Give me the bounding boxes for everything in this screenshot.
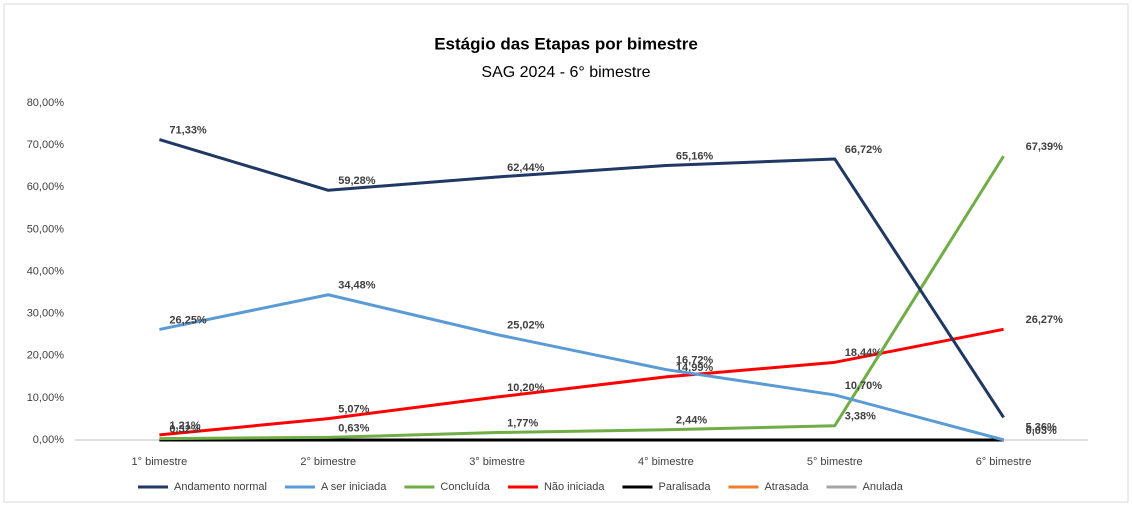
data-label: 62,44% [507, 162, 545, 174]
y-tick-label: 70,00% [27, 139, 65, 151]
data-label: 5,36% [1026, 421, 1057, 433]
x-tick-label: 1° bimestre [132, 456, 188, 468]
data-label: 1,21% [169, 420, 200, 432]
data-label: 25,02% [507, 320, 545, 332]
data-label: 1,77% [507, 417, 538, 429]
series-line [159, 327, 1004, 437]
x-tick-label: 6° bimestre [976, 456, 1032, 468]
data-label: 16,72% [676, 354, 714, 366]
series-line [159, 293, 1004, 442]
data-label: 71,33% [169, 124, 207, 136]
data-label: 10,20% [507, 382, 545, 394]
legend-label: A ser iniciada [321, 481, 387, 493]
legend-label: Anulada [863, 481, 904, 493]
data-label: 0,32% [169, 424, 200, 436]
data-label: 0,63% [338, 422, 369, 434]
data-label: 18,44% [845, 347, 883, 359]
legend-label: Andamento normal [174, 481, 267, 493]
series-line [158, 138, 1005, 419]
y-tick-label: 80,00% [27, 97, 65, 109]
data-label: 3,38% [845, 411, 876, 423]
data-label: 67,39% [1026, 141, 1064, 153]
y-tick-label: 30,00% [27, 308, 65, 320]
legend-label: Concluída [440, 481, 490, 493]
y-tick-label: 20,00% [27, 350, 65, 362]
data-label: 2,44% [676, 415, 707, 427]
x-tick-label: 4° bimestre [638, 456, 694, 468]
data-label: 66,72% [845, 144, 883, 156]
legend-label: Paralisada [658, 481, 711, 493]
data-label: 5,07% [338, 404, 369, 416]
legend-label: Não iniciada [544, 481, 605, 493]
data-label: 10,70% [845, 380, 883, 392]
y-tick-label: 50,00% [27, 223, 65, 235]
data-label: 34,48% [338, 280, 376, 292]
y-tick-label: 60,00% [27, 181, 65, 193]
y-tick-label: 0,00% [33, 434, 64, 446]
data-label: 0,03% [1026, 425, 1057, 437]
chart-subtitle: SAG 2024 - 6° bimestre [481, 64, 650, 81]
data-label: 26,25% [169, 314, 207, 326]
y-tick-label: 10,00% [27, 392, 65, 404]
y-tick-label: 40,00% [27, 265, 65, 277]
data-label: 14,99% [676, 362, 714, 374]
x-tick-label: 5° bimestre [807, 456, 863, 468]
data-label: 59,28% [338, 175, 376, 187]
series-line [159, 155, 1005, 441]
chart-title: Estágio das Etapas por bimestre [434, 34, 698, 53]
x-tick-label: 2° bimestre [300, 456, 356, 468]
chart-border [3, 3, 1129, 503]
data-label: 65,16% [676, 150, 714, 162]
x-tick-label: 3° bimestre [469, 456, 525, 468]
data-label: 26,27% [1026, 314, 1064, 326]
legend-label: Atrasada [764, 481, 809, 493]
